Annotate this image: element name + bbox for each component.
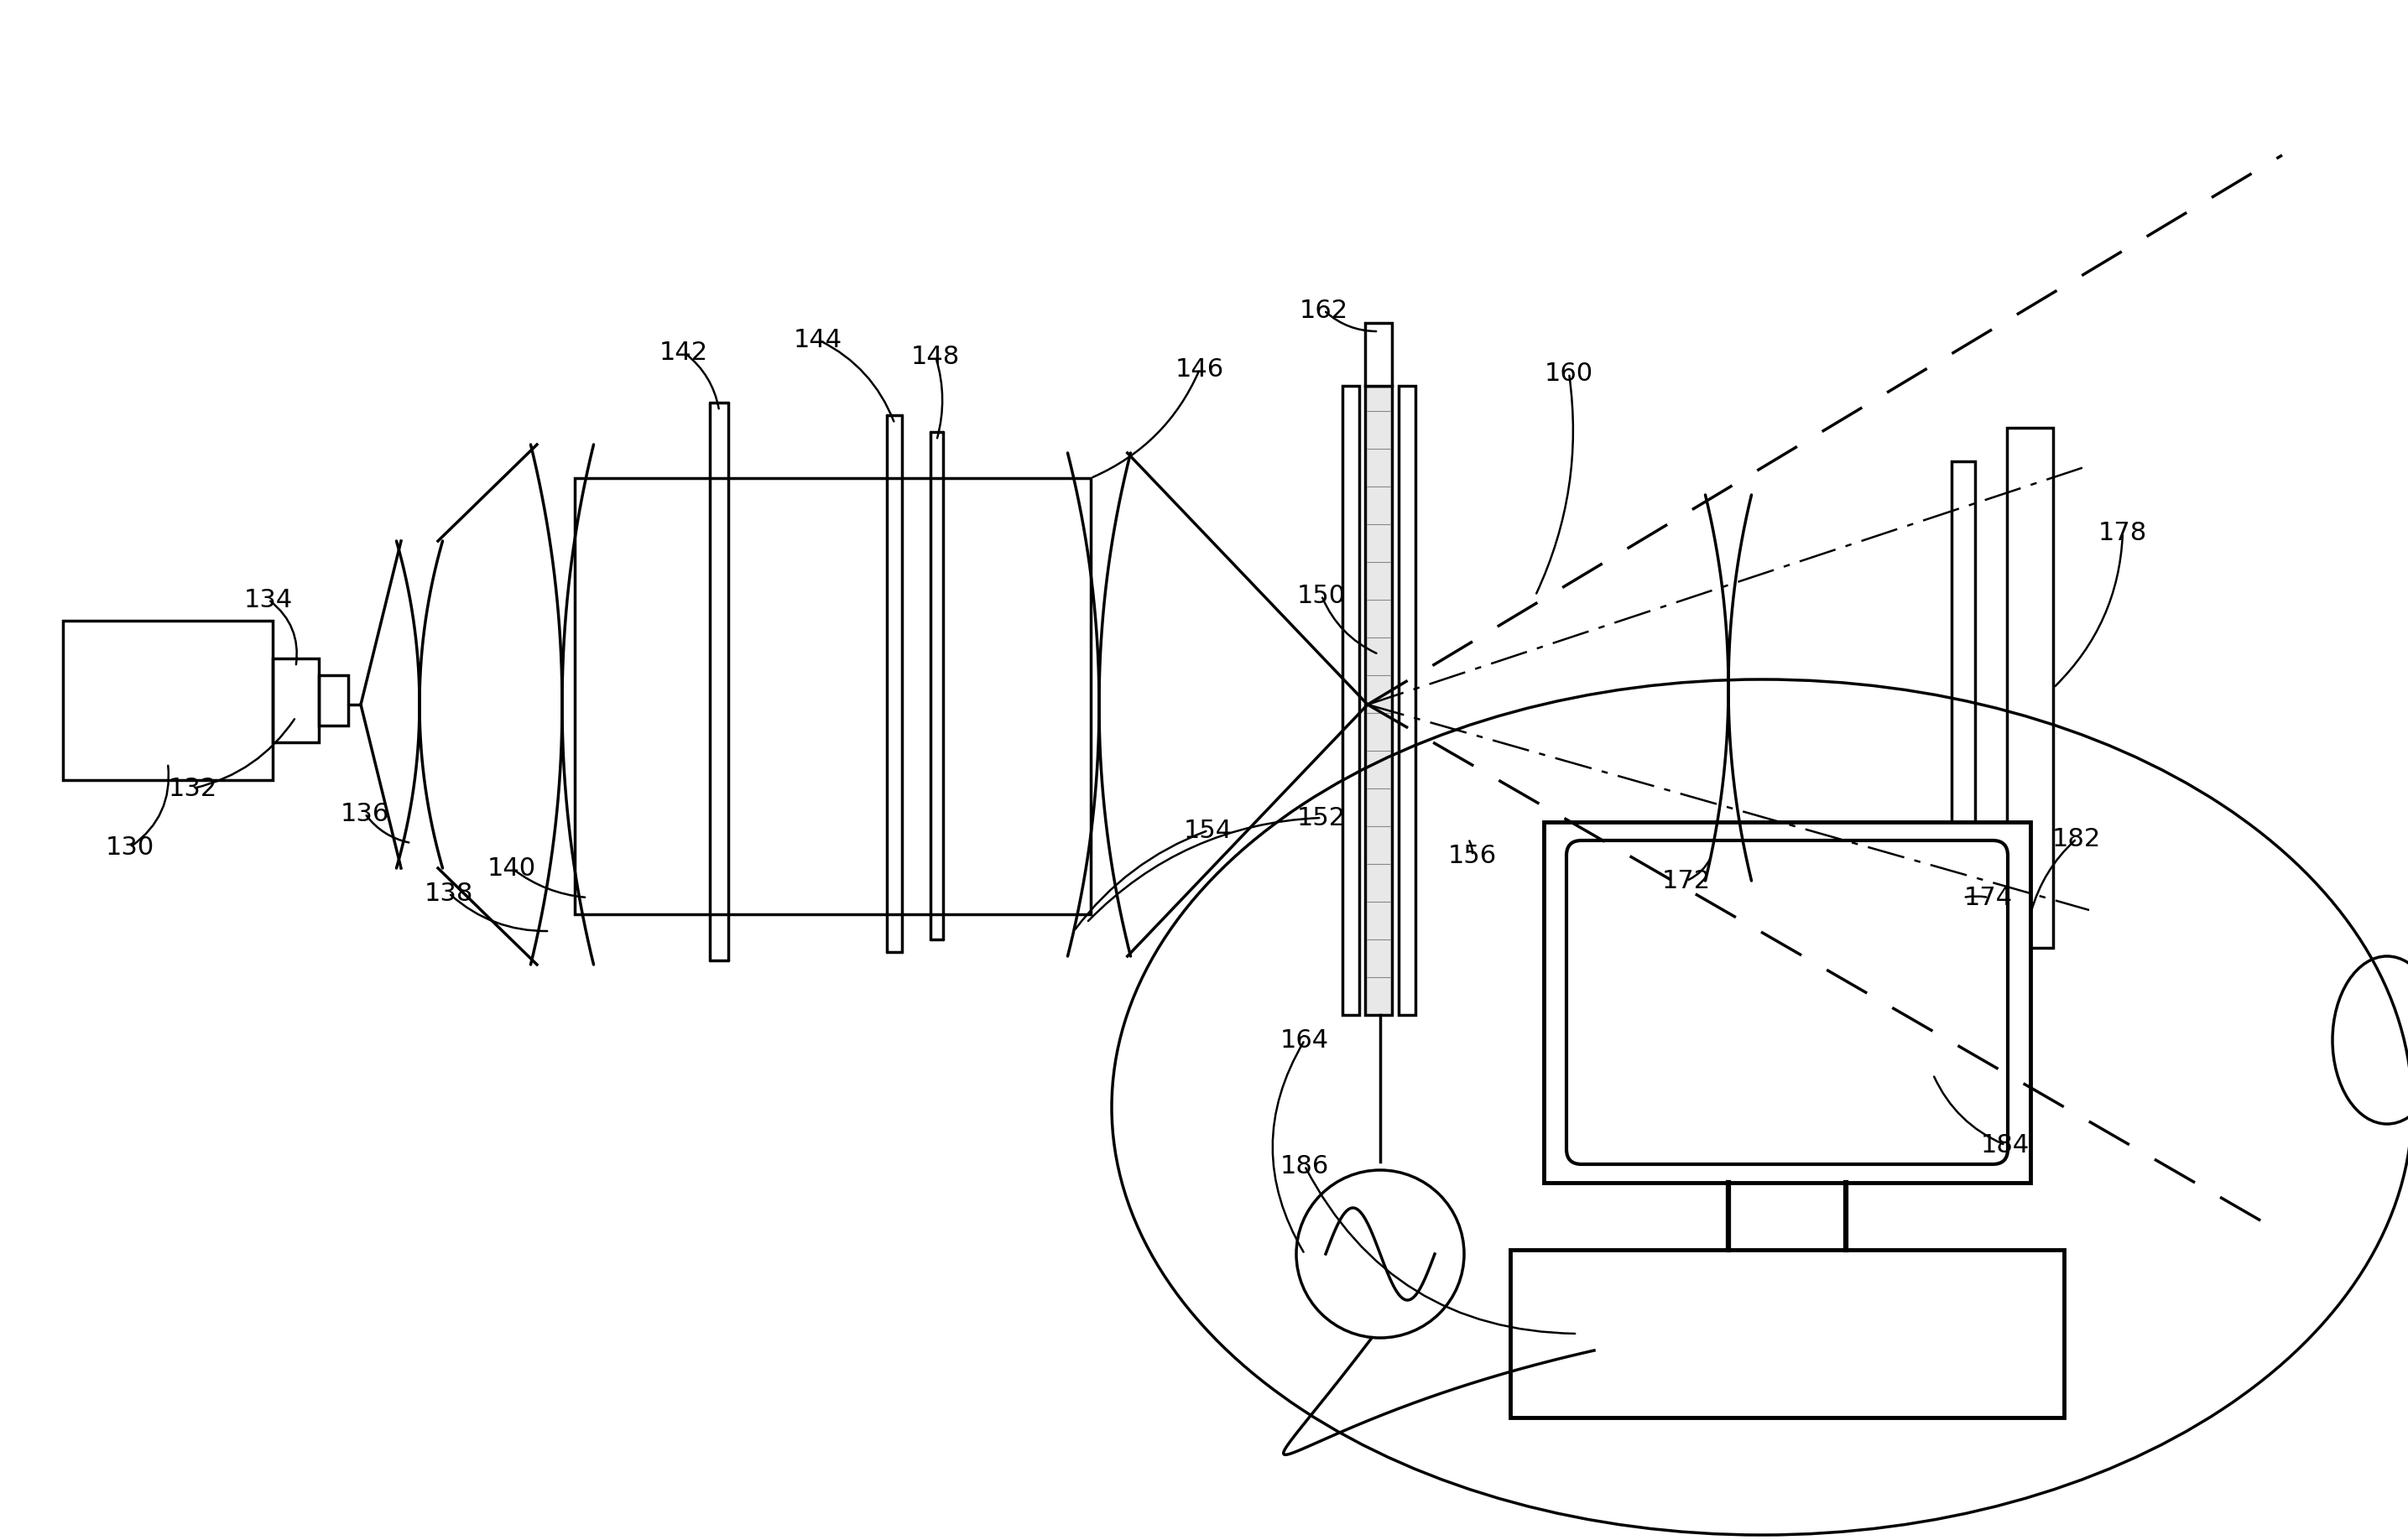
Text: 150: 150 (1298, 584, 1346, 608)
Bar (2008, 428, 2054, 947)
Bar (576, 477, 1091, 915)
Text: 136: 136 (340, 801, 390, 825)
Text: 152: 152 (1298, 805, 1346, 830)
Text: 164: 164 (1281, 1027, 1329, 1052)
Text: 186: 186 (1281, 1153, 1329, 1178)
Text: 184: 184 (1982, 1133, 2030, 1157)
Text: 174: 174 (1965, 885, 2013, 910)
Bar (63, 621, 272, 781)
Bar (1510, 1250, 2064, 1417)
Text: 146: 146 (1175, 357, 1223, 382)
Text: 160: 160 (1544, 360, 1594, 385)
Text: 148: 148 (910, 345, 961, 368)
Text: 130: 130 (106, 835, 154, 859)
Bar (1544, 822, 2030, 1183)
Bar (1950, 462, 1975, 922)
Text: 134: 134 (243, 588, 294, 611)
Text: 132: 132 (169, 776, 217, 801)
Bar (272, 659, 318, 742)
Text: 138: 138 (424, 881, 474, 906)
Bar (1365, 323, 1392, 387)
Text: 156: 156 (1447, 844, 1498, 867)
Text: 142: 142 (660, 340, 708, 365)
Bar (1341, 387, 1358, 1015)
Text: 178: 178 (2097, 521, 2148, 545)
Text: 140: 140 (486, 856, 537, 881)
Text: 154: 154 (1185, 818, 1233, 842)
Text: 144: 144 (795, 328, 843, 351)
Bar (1365, 387, 1392, 1015)
Bar (1399, 387, 1416, 1015)
Text: 182: 182 (2052, 827, 2102, 852)
Text: 172: 172 (1662, 869, 1710, 893)
Bar (318, 675, 349, 725)
Text: 162: 162 (1300, 299, 1348, 322)
